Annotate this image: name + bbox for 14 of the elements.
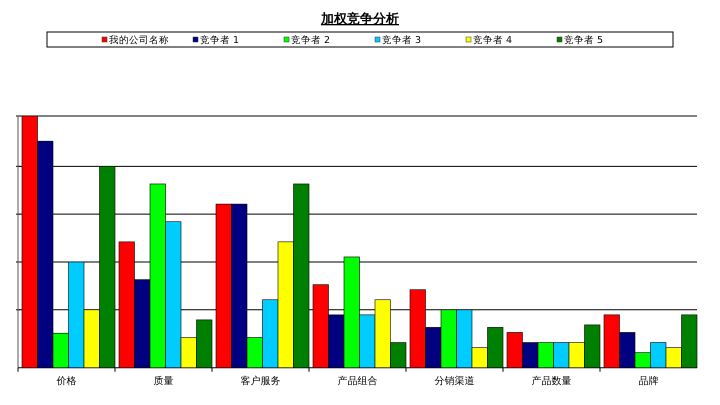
x-tick-label: 客户服务	[240, 375, 280, 387]
chart-title: 加权竞争分析	[320, 11, 399, 27]
legend-label: 我的公司名称	[109, 34, 169, 46]
x-tick-label: 产品组合	[338, 375, 378, 387]
x-tick-label: 产品数量	[532, 375, 572, 387]
x-tick-label: 价格	[56, 375, 76, 387]
x-tick-label: 分销渠道	[434, 375, 474, 387]
legend-label: 竞争者 1	[200, 34, 240, 46]
x-tick-label: 质量	[154, 375, 174, 387]
x-tick-label: 品牌	[638, 375, 658, 387]
legend-label: 竞争者 3	[382, 34, 422, 46]
legend-label: 竞争者 5	[564, 34, 604, 46]
legend-label: 竞争者 2	[291, 34, 330, 46]
legend-label: 竞争者 4	[473, 34, 512, 46]
